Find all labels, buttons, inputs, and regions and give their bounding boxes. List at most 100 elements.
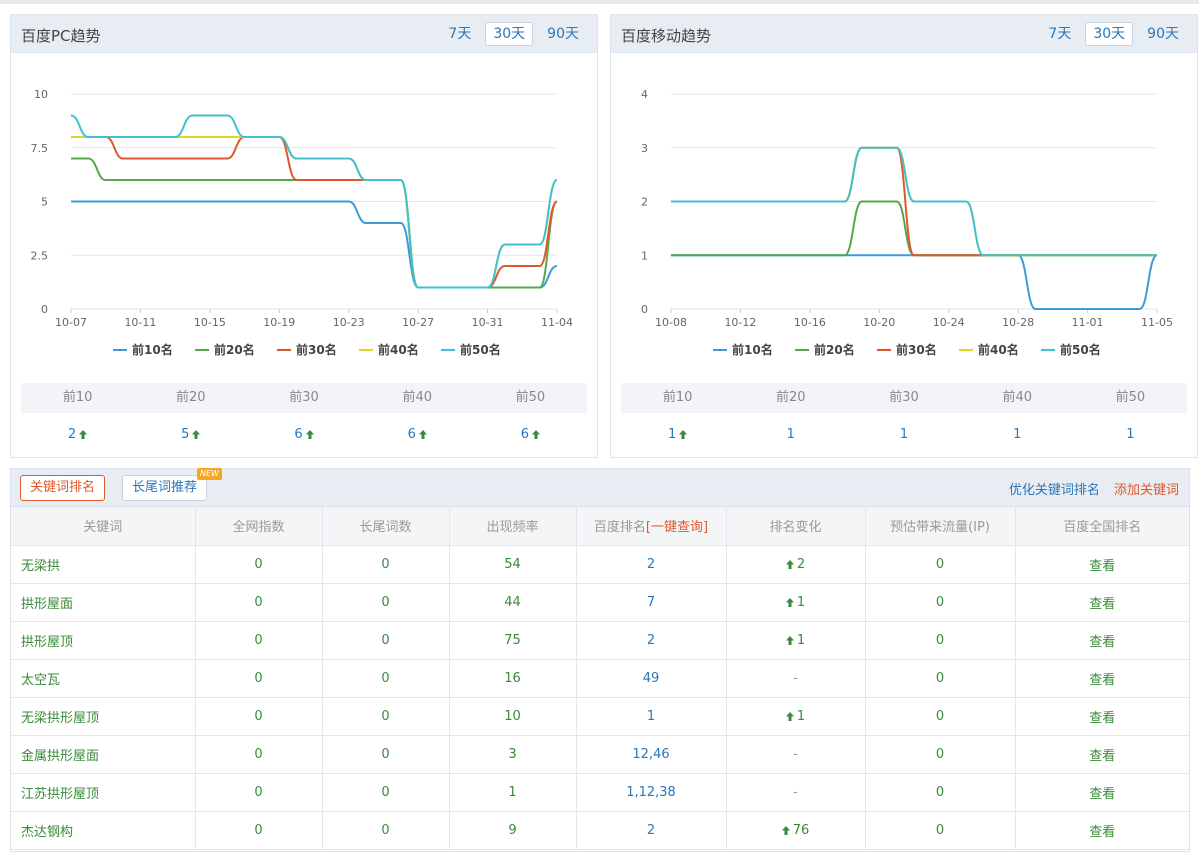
pc-range-tabs: 7天 30天 90天 — [440, 22, 587, 46]
table-row: 太空瓦 0 0 16 49-0 查看 — [11, 659, 1189, 698]
view-national-rank-link[interactable]: 查看 — [1015, 659, 1189, 698]
keyword-cell[interactable]: 无梁拱 — [11, 545, 196, 584]
x-tick-label: 11-05 — [1141, 316, 1173, 329]
optimize-keyword-link[interactable]: 优化关键词排名 — [1008, 483, 1100, 498]
series-line-3 — [71, 136, 558, 289]
view-national-rank-link[interactable]: 查看 — [1015, 811, 1189, 850]
keyword-cell[interactable]: 拱形屋顶 — [11, 621, 196, 660]
x-tick-label: 10-12 — [724, 316, 756, 329]
mobile-stat-number: 1 — [1013, 427, 1022, 442]
view-national-rank-link[interactable]: 查看 — [1015, 697, 1189, 736]
rank-change-value: 2 — [796, 556, 806, 572]
rank-change-cell: 1 — [726, 697, 866, 736]
col-baidu-rank-label: 百度排名 — [593, 520, 646, 536]
table-row: 无梁拱 0 0 54 2 2 0 查看 — [11, 545, 1189, 584]
frequency-cell: 1 — [449, 773, 577, 812]
one-click-query-link[interactable]: [一键查询] — [645, 520, 709, 536]
up-arrow-icon — [781, 825, 790, 835]
col-longtail: 长尾词数 — [322, 507, 450, 546]
baidu-rank-cell: 1,12,38 — [576, 773, 727, 812]
keyword-cell[interactable]: 无梁拱形屋顶 — [11, 697, 196, 736]
index-cell: 0 — [195, 697, 323, 736]
mobile-range-tabs: 7天 30天 90天 — [1040, 22, 1187, 46]
mobile-range-30d[interactable]: 30天 — [1085, 22, 1134, 46]
series-line-2 — [71, 157, 558, 289]
frequency-cell: 54 — [449, 545, 577, 584]
pc-range-7d[interactable]: 7天 — [448, 26, 472, 42]
mobile-range-7d[interactable]: 7天 — [1048, 26, 1072, 42]
pc-range-90d[interactable]: 90天 — [547, 26, 579, 42]
x-tick-label: 11-01 — [1072, 316, 1104, 329]
y-tick-label: 2 — [641, 196, 648, 209]
table-header-row: 关键词 全网指数 长尾词数 出现频率 百度排名[一键查询] 排名变化 预估带来流… — [11, 507, 1189, 546]
mobile-stat-number: 1 — [899, 427, 909, 442]
view-national-rank-link[interactable]: 查看 — [1015, 621, 1189, 660]
table-row: 无梁拱形屋顶 0 0 10 1 1 0 查看 — [11, 697, 1189, 736]
rank-change-cell: - — [726, 735, 866, 774]
traffic-cell: 0 — [865, 659, 1016, 698]
baidu-rank-cell: 49 — [576, 659, 727, 698]
mobile-range-90d[interactable]: 90天 — [1147, 26, 1179, 42]
pc-stat-value: 6 — [361, 420, 474, 450]
keyword-cell[interactable]: 太空瓦 — [11, 659, 196, 698]
up-arrow-icon — [532, 430, 541, 439]
rank-change-cell: 1 — [726, 583, 866, 622]
mobile-stat-label: 前20 — [776, 390, 806, 405]
y-tick-label: 7.5 — [31, 142, 49, 155]
col-index: 全网指数 — [195, 507, 323, 546]
traffic-cell: 0 — [865, 621, 1016, 660]
mobile-stat-number: 1 — [1126, 427, 1135, 442]
up-arrow-icon — [785, 559, 794, 569]
pc-stat-label: 前10 — [62, 390, 93, 405]
index-cell: 0 — [195, 773, 323, 812]
rank-change-cell: 2 — [726, 545, 866, 584]
traffic-cell: 0 — [865, 735, 1016, 774]
legend-entry: 前40名 — [378, 342, 419, 357]
longtail-cell: 0 — [322, 811, 450, 850]
tab-longtail-recommend[interactable]: 长尾词推荐 — [122, 475, 208, 501]
y-tick-label: 5 — [41, 196, 48, 209]
x-tick-label: 11-04 — [541, 316, 573, 329]
mobile-stat-value: 1 — [734, 420, 847, 450]
view-national-rank-link[interactable]: 查看 — [1015, 773, 1189, 812]
x-tick-label: 10-07 — [55, 316, 87, 329]
mobile-trend-chart: 0 1 2 3 4 10-08 10-12 10-16 10-20 10-24 10-28 11-01… — [641, 88, 1173, 357]
pc-stat-number: 6 — [520, 427, 530, 442]
legend-entry: 前10名 — [732, 342, 773, 357]
pc-stat-number: 2 — [67, 427, 77, 442]
mobile-stat-header: 前10 前20 前30 前40 前50 — [621, 383, 1187, 413]
rank-change-value: - — [793, 784, 798, 800]
pc-stat-value: 2 — [21, 420, 134, 450]
keyword-toolbar: 关键词排名 长尾词推荐 NEW 优化关键词排名 添加关键词 — [11, 468, 1189, 507]
keyword-cell[interactable]: 金属拱形屋面 — [11, 735, 196, 774]
longtail-cell: 0 — [322, 735, 450, 774]
index-cell: 0 — [195, 545, 323, 584]
legend-entry: 前50名 — [1060, 342, 1101, 357]
x-tick-label: 10-20 — [863, 316, 895, 329]
pc-range-30d[interactable]: 30天 — [485, 22, 534, 46]
y-tick-label: 0 — [41, 303, 48, 316]
view-national-rank-link[interactable]: 查看 — [1015, 545, 1189, 584]
col-rank-change: 排名变化 — [726, 507, 866, 546]
keyword-cell[interactable]: 江苏拱形屋顶 — [11, 773, 196, 812]
x-tick-label: 10-16 — [794, 316, 826, 329]
keyword-cell[interactable]: 拱形屋面 — [11, 583, 196, 622]
keyword-table: 关键词 全网指数 长尾词数 出现频率 百度排名[一键查询] 排名变化 预估带来流… — [11, 507, 1189, 850]
keyword-cell[interactable]: 杰达钢构 — [11, 811, 196, 850]
legend-entry: 前20名 — [214, 342, 255, 357]
view-national-rank-link[interactable]: 查看 — [1015, 583, 1189, 622]
x-tick-label: 10-11 — [124, 316, 156, 329]
pc-stat-number: 5 — [181, 427, 190, 442]
baidu-rank-cell: 2 — [576, 811, 727, 850]
series-line-1 — [71, 200, 558, 289]
view-national-rank-link[interactable]: 查看 — [1015, 735, 1189, 774]
rank-change-cell: 1 — [726, 621, 866, 660]
tab-keyword-rank[interactable]: 关键词排名 — [20, 475, 106, 501]
rank-change-value: 1 — [796, 594, 806, 610]
traffic-cell: 0 — [865, 545, 1016, 584]
mobile-stat-value: 1 — [961, 420, 1074, 450]
baidu-rank-cell: 2 — [576, 545, 727, 584]
y-tick-label: 0 — [641, 303, 648, 316]
add-keyword-link[interactable]: 添加关键词 — [1113, 483, 1179, 498]
frequency-cell: 44 — [449, 583, 577, 622]
